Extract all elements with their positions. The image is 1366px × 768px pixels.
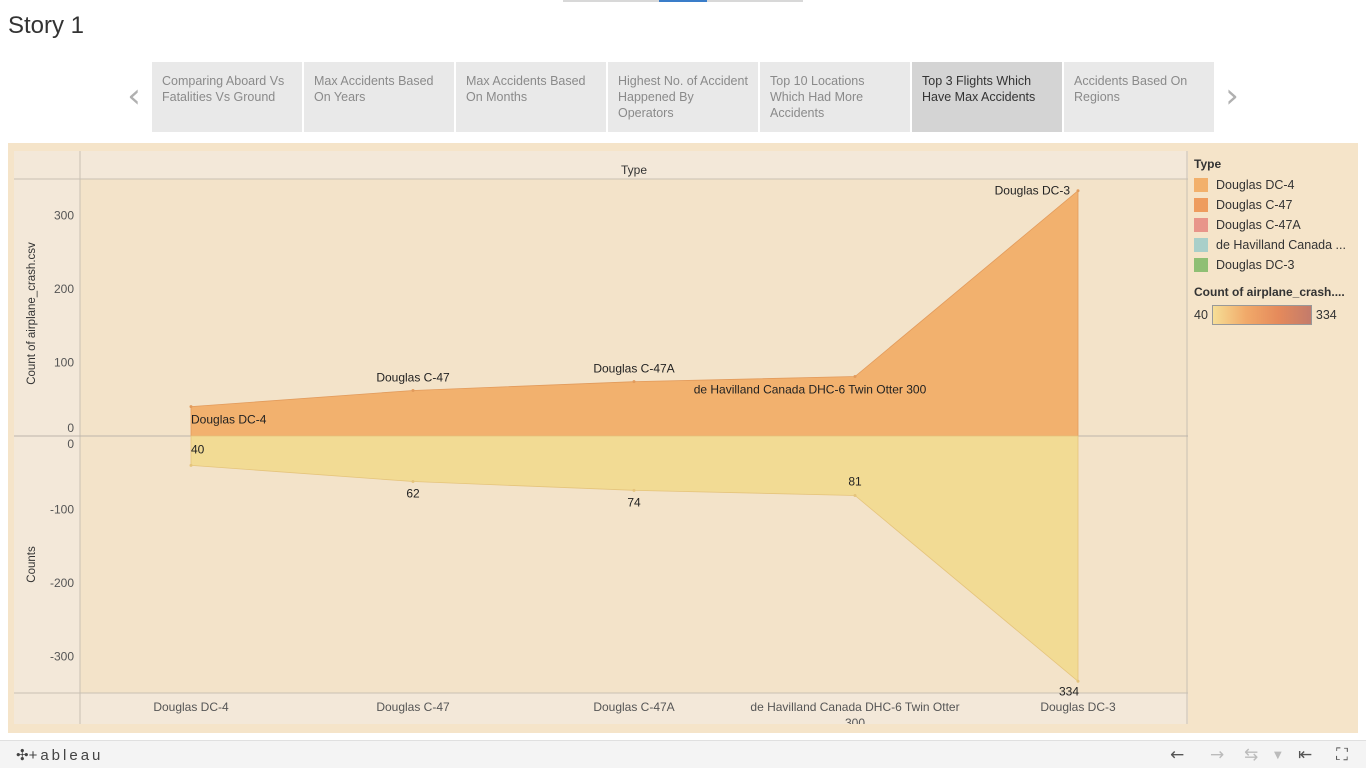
previous-story-point-icon[interactable]: ‹ [127,76,141,116]
x-tick-label: de Havilland Canada DHC-6 Twin Otter [750,700,959,714]
top-data-point [853,375,857,379]
bottom-mark-label: 74 [627,495,641,509]
legend-item[interactable]: Douglas C-47 [1194,195,1354,215]
top-y-tick-label: 100 [54,356,74,370]
legend-swatch [1194,178,1208,192]
story-point-5[interactable]: Top 10 Locations Which Had More Accident… [760,62,910,132]
area-chart[interactable]: Type 0 100 200 300 0 -100 -200 -300 Count of airp… [14,151,1188,730]
legend-label: Douglas C-47 [1216,198,1293,212]
column-header: Type [621,163,647,177]
legend: Type Douglas DC-4 Douglas C-47 Douglas C-4… [1194,151,1354,451]
top-data-point [1076,189,1080,193]
legend-title: Type [1194,157,1222,171]
story-point-1[interactable]: Comparing Aboard Vs Fatalities Vs Ground [152,62,302,132]
legend-item[interactable]: Douglas C-47A [1194,215,1354,235]
story-navigator: Comparing Aboard Vs Fatalities Vs Ground… [152,62,1214,132]
top-scroll-indicator-active [659,0,707,2]
bottom-y-tick-label: -100 [50,502,74,516]
top-data-point [411,388,415,392]
x-tick-label: Douglas C-47A [593,700,674,714]
legend-item[interactable]: de Havilland Canada ... [1194,235,1354,255]
top-mark-label: Douglas DC-4 [191,413,267,427]
bottom-data-point [189,463,193,467]
top-y-tick-label: 200 [54,282,74,296]
story-point-7[interactable]: Accidents Based On Regions [1064,62,1214,132]
legend-label: Douglas DC-4 [1216,178,1295,192]
tableau-logo: ✣+ableau [16,746,104,764]
next-story-point-icon[interactable]: › [1225,76,1239,116]
bottom-y-axis-title: Counts [26,546,38,583]
revert-icon[interactable]: ⇆ [1244,745,1259,765]
legend-swatch [1194,258,1208,272]
legend-label: Douglas C-47A [1216,218,1301,232]
legend-label: Douglas DC-3 [1216,258,1295,272]
color-ramp-max: 334 [1315,308,1337,322]
viz-container: Type 0 100 200 300 0 -100 -200 -300 Count of airp… [8,143,1358,733]
revert-dropdown-icon[interactable]: ▼ [1274,750,1282,761]
footer-toolbar: ✣+ableau ← → ⇆ ▼ ⇤ ⛶ [0,740,1366,768]
story-title: Story 1 [8,12,85,39]
bottom-data-point [632,488,636,492]
x-tick-label: Douglas C-47 [376,700,450,714]
x-tick-label: Douglas DC-3 [1040,700,1116,714]
bottom-mark-label: 40 [191,442,205,456]
bottom-mark-label: 81 [848,474,862,488]
top-y-tick-label: 0 [67,421,74,435]
bottom-data-point [1076,679,1080,683]
undo-icon[interactable]: ← [1170,745,1185,765]
bottom-y-tick-label: 0 [67,437,74,451]
story-point-3[interactable]: Max Accidents Based On Months [456,62,606,132]
tableau-logo-text: +ableau [28,747,104,764]
color-ramp-min: 40 [1194,308,1208,322]
bottom-mark-label: 334 [1059,684,1079,698]
top-mark-label: Douglas DC-3 [995,184,1071,198]
legend-swatch [1194,238,1208,252]
chart-panel: Type 0 100 200 300 0 -100 -200 -300 Count of airp… [14,151,1188,730]
top-y-tick-label: 300 [54,209,74,223]
legend-label: de Havilland Canada ... [1216,238,1346,252]
legend-swatch [1194,198,1208,212]
top-mark-label: de Havilland Canada DHC-6 Twin Otter 300 [694,383,927,397]
legend-item[interactable]: Douglas DC-4 [1194,175,1354,195]
bottom-data-point [853,493,857,497]
top-data-point [632,380,636,384]
legend-items: Douglas DC-4 Douglas C-47 Douglas C-47A de … [1194,175,1354,275]
color-legend-title: Count of airplane_crash.... [1194,285,1345,299]
bottom-mark-label: 62 [406,487,420,501]
story-point-6[interactable]: Top 3 Flights Which Have Max Accidents [912,62,1062,132]
top-y-axis-title: Count of airplane_crash.csv [26,242,38,385]
legend-item[interactable]: Douglas DC-3 [1194,255,1354,275]
top-data-point [189,405,193,409]
bottom-area-series [190,435,1079,683]
color-ramp-row: 40 334 [1194,305,1354,325]
legend-swatch [1194,218,1208,232]
fullscreen-icon[interactable]: ⛶ [1336,745,1348,765]
top-scroll-indicator [563,0,803,2]
story-point-4[interactable]: Highest No. of Accident Happened By Oper… [608,62,758,132]
bottom-y-tick-label: -200 [50,576,74,590]
story-point-2[interactable]: Max Accidents Based On Years [304,62,454,132]
top-mark-label: Douglas C-47A [593,362,674,376]
x-tick-label: 300 [845,716,865,724]
top-mark-label: Douglas C-47 [376,370,450,384]
x-tick-label: Douglas DC-4 [153,700,229,714]
redo-icon[interactable]: → [1210,745,1225,765]
bottom-data-point [411,480,415,484]
bottom-y-tick-label: -300 [50,649,74,663]
reset-icon[interactable]: ⇤ [1298,745,1313,765]
color-ramp [1211,305,1312,325]
